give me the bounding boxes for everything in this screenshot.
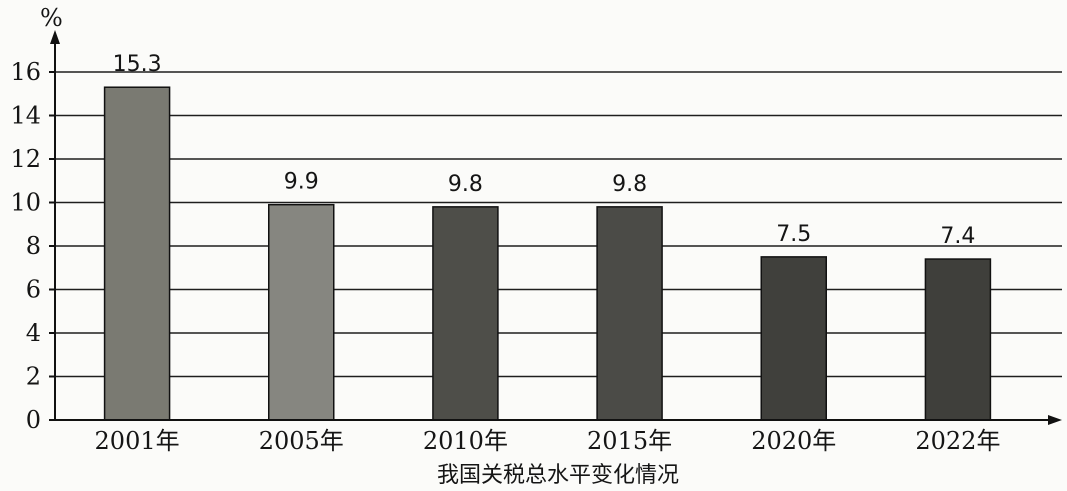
y-axis-unit-label: % [40, 4, 63, 32]
x-category-label: 2022年 [915, 427, 1000, 455]
chart-title: 我国关税总水平变化情况 [437, 463, 679, 488]
bar [432, 206, 499, 421]
bar [760, 256, 827, 421]
y-tick-label: 10 [10, 189, 41, 217]
data-labels: 15.3 9.9 9.8 9.8 7.5 7.4 [113, 52, 976, 249]
x-category-label: 2001年 [95, 427, 180, 455]
y-axis-arrow-icon [50, 30, 60, 44]
bar [268, 203, 335, 421]
gridlines [55, 71, 1062, 378]
bars [103, 86, 992, 421]
bar-value-label: 9.8 [448, 172, 483, 197]
x-category-label: 2005年 [259, 427, 344, 455]
y-tick-label: 6 [26, 276, 41, 304]
x-axis-arrow-icon [1048, 415, 1062, 425]
y-tick-label: 16 [10, 58, 41, 86]
x-category-label: 2015年 [587, 427, 672, 455]
bar-value-label: 7.4 [940, 224, 975, 249]
bar [924, 258, 992, 421]
category-labels: 2001年 2005年 2010年 2015年 2020年 2022年 [95, 427, 1001, 455]
bar [103, 86, 171, 421]
y-ticks: 0 2 4 6 8 10 12 14 16 [10, 58, 55, 434]
y-tick-label: 8 [26, 232, 41, 260]
bar [596, 206, 663, 421]
y-tick-label: 14 [10, 102, 41, 130]
y-tick-label: 2 [26, 363, 41, 391]
x-category-label: 2010年 [423, 427, 508, 455]
bar-value-label: 15.3 [113, 52, 162, 77]
y-tick-label: 4 [26, 319, 41, 347]
y-tick-label: 12 [10, 145, 41, 173]
y-tick-label: 0 [26, 406, 41, 434]
bar-value-label: 7.5 [776, 222, 811, 247]
bar-value-label: 9.9 [284, 170, 319, 195]
bar-value-label: 9.8 [612, 172, 647, 197]
axes: % [40, 4, 1062, 425]
x-category-label: 2020年 [751, 427, 836, 455]
